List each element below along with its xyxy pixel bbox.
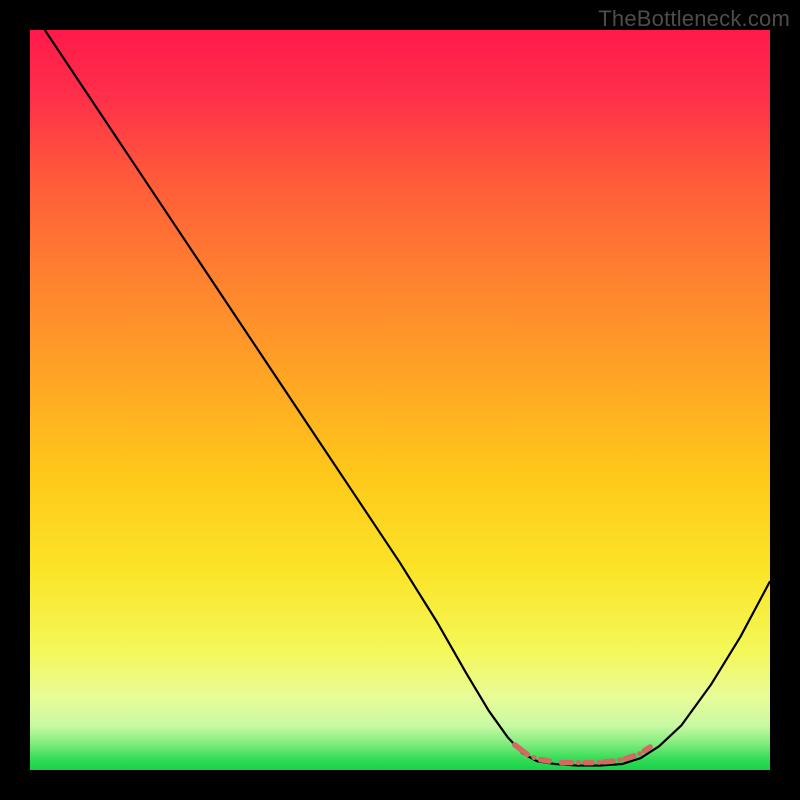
marker-segment bbox=[541, 760, 550, 761]
plot-area bbox=[30, 30, 770, 770]
marker-dot bbox=[596, 760, 601, 765]
marker-segment bbox=[515, 745, 528, 755]
marker-segment bbox=[644, 747, 650, 751]
marker-dot bbox=[637, 751, 642, 756]
marker-segment bbox=[625, 756, 634, 759]
marker-dot bbox=[531, 755, 536, 760]
marker-dot bbox=[617, 757, 622, 762]
marker-dot bbox=[576, 760, 581, 765]
bottleneck-curve bbox=[45, 30, 770, 766]
marker-segment bbox=[604, 761, 613, 762]
chart-canvas: TheBottleneck.com bbox=[0, 0, 800, 800]
curve-layer bbox=[30, 30, 770, 770]
watermark-text: TheBottleneck.com bbox=[598, 6, 790, 32]
